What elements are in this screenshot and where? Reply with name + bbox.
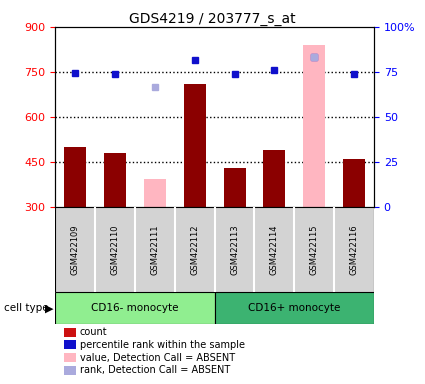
Text: GSM422115: GSM422115 <box>310 224 319 275</box>
Text: GDS4219 / 203777_s_at: GDS4219 / 203777_s_at <box>129 12 296 25</box>
Bar <box>215 292 374 324</box>
Bar <box>224 168 246 207</box>
Bar <box>343 159 365 207</box>
Bar <box>144 179 166 207</box>
Bar <box>303 45 325 207</box>
Text: CD16+ monocyte: CD16+ monocyte <box>248 303 340 313</box>
Text: CD16- monocyte: CD16- monocyte <box>91 303 178 313</box>
Text: GSM422113: GSM422113 <box>230 224 239 275</box>
Text: GSM422116: GSM422116 <box>350 224 359 275</box>
Text: GSM422111: GSM422111 <box>150 224 159 275</box>
Text: percentile rank within the sample: percentile rank within the sample <box>80 340 245 350</box>
Bar <box>184 84 206 207</box>
Bar <box>64 147 86 207</box>
Bar <box>55 292 215 324</box>
Text: GSM422110: GSM422110 <box>110 224 119 275</box>
Text: rank, Detection Call = ABSENT: rank, Detection Call = ABSENT <box>80 365 230 375</box>
Bar <box>264 150 285 207</box>
Text: GSM422109: GSM422109 <box>71 224 79 275</box>
Text: GSM422112: GSM422112 <box>190 224 199 275</box>
Text: GSM422114: GSM422114 <box>270 224 279 275</box>
Text: ▶: ▶ <box>45 303 53 313</box>
Bar <box>104 153 126 207</box>
Text: value, Detection Call = ABSENT: value, Detection Call = ABSENT <box>80 353 235 362</box>
Text: cell type: cell type <box>4 303 49 313</box>
Text: count: count <box>80 327 108 337</box>
